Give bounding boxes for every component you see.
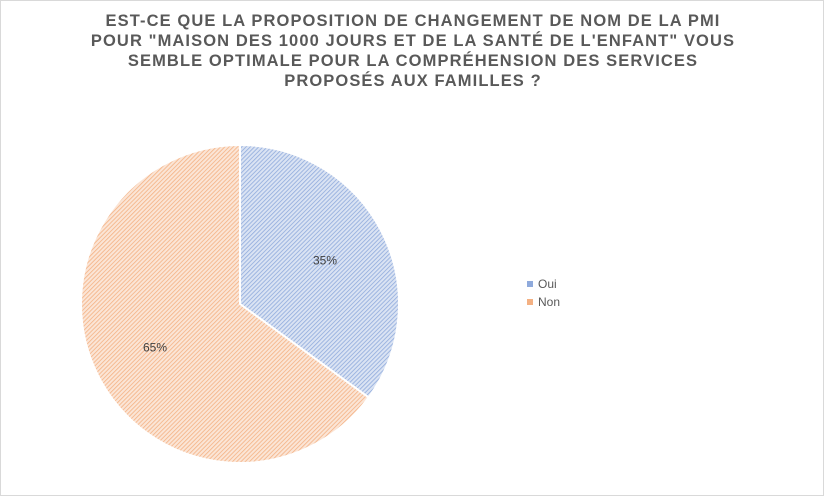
chart-title-line-1: EST-CE QUE LA PROPOSITION DE CHANGEMENT … [105,12,721,30]
pie-slice-oui [239,143,400,399]
legend-label-oui: Oui [538,277,557,291]
chart-title-line-3: SEMBLE OPTIMALE POUR LA COMPRÉHENSION DE… [127,52,699,70]
chart-legend: Oui Non [527,275,560,311]
data-label-non: 65% [143,340,167,354]
data-label-oui: 35% [313,254,337,268]
legend-label-non: Non [538,295,561,309]
legend-item-oui: Oui [527,275,560,293]
legend-swatch-non [527,299,533,305]
legend-swatch-oui [527,281,533,287]
chart-title: EST-CE QUE LA PROPOSITION DE CHANGEMENT … [41,11,785,91]
legend-item-non: Non [527,293,560,311]
pie-slice-non [80,143,371,464]
chart-title-line-2: POUR "MAISON DES 1000 JOURS ET DE LA SAN… [90,32,736,50]
chart-title-line-4: PROPOSÉS AUX FAMILLES ? [284,72,542,90]
